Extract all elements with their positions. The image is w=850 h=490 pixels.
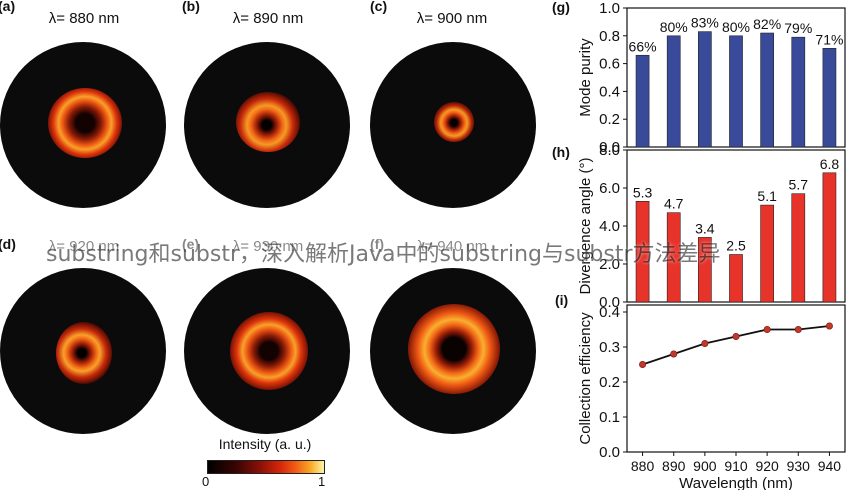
data-label-g-920: 82% (753, 16, 781, 32)
beam-disc-c (370, 42, 536, 208)
point-i-940 (825, 322, 833, 330)
beam-disc-d (0, 268, 166, 434)
panel-letter-b: (b) (182, 0, 200, 14)
point-i-930 (794, 325, 802, 333)
bar-h-940 (822, 172, 837, 303)
data-label-g-940: 71% (815, 31, 843, 47)
y-tick-label-g-0: 0.0 (599, 139, 620, 156)
bar-h-890 (666, 212, 681, 303)
data-label-g-900: 83% (691, 15, 719, 31)
data-label-g-880: 66% (629, 38, 657, 54)
panel-letter-c: (c) (370, 0, 388, 14)
y-tick-label-h-2: 4.0 (599, 218, 620, 235)
panel-letter-f: (f) (370, 236, 384, 252)
beam-disc-f (370, 268, 536, 434)
donut-beam-f (408, 304, 500, 394)
bar-g-890 (666, 35, 681, 148)
bar-g-880 (635, 54, 650, 148)
data-label-g-890: 80% (660, 19, 688, 35)
donut-beam-a (48, 88, 122, 158)
x-tick-label-i-6: 940 (818, 458, 842, 474)
point-i-920 (763, 325, 771, 333)
y-tick-label-h-3: 6.0 (599, 180, 620, 197)
panel-letter-d: (d) (0, 236, 16, 252)
colorbar-title: Intensity (a. u.) (218, 436, 312, 452)
panel-letter-a: (a) (0, 0, 16, 14)
y-tick-label-i-0: 0.0 (599, 444, 620, 461)
bar-h-880 (635, 201, 650, 303)
beam-title-e: λ= 930 nm (232, 238, 304, 255)
donut-beam-e (230, 312, 308, 390)
y-tick-label-i-3: 0.3 (599, 339, 620, 356)
beam-title-f: λ= 940 nm (416, 238, 488, 255)
series-line-i (642, 325, 830, 366)
x-axis-label-i: Wavelength (nm) (679, 475, 793, 490)
bar-g-910 (729, 35, 743, 148)
donut-beam-b (236, 92, 300, 152)
y-tick-label-g-2: 0.4 (599, 83, 620, 100)
bar-g-930 (791, 36, 806, 148)
point-i-910 (732, 332, 740, 340)
data-label-h-890: 4.7 (664, 196, 684, 212)
colorbar-max-label: 1 (318, 474, 326, 489)
x-tick-label-i-4: 920 (755, 458, 779, 474)
data-label-h-940: 6.8 (820, 156, 840, 172)
y-tick-label-i-4: 0.4 (599, 304, 620, 321)
point-i-900 (701, 339, 709, 347)
y-tick-label-h-4: 8.0 (599, 142, 620, 159)
beam-title-a: λ= 880 nm (48, 10, 120, 27)
panel-letter-e: (e) (182, 236, 200, 252)
donut-beam-c (434, 102, 474, 142)
x-tick-label-i-3: 910 (724, 458, 748, 474)
colorbar-gradient (207, 460, 325, 474)
y-tick-label-i-1: 0.1 (599, 409, 620, 426)
point-i-890 (670, 350, 678, 358)
data-label-h-910: 2.5 (726, 238, 746, 254)
bar-h-910 (729, 254, 743, 303)
panel-letter-h: (h) (552, 144, 570, 160)
panel-letter-g: (g) (552, 0, 570, 15)
y-tick-label-i-2: 0.2 (599, 374, 620, 391)
bar-g-920 (760, 32, 774, 148)
x-tick-label-i-5: 930 (787, 458, 811, 474)
data-label-h-930: 5.7 (789, 177, 809, 193)
donut-beam-d (56, 322, 112, 384)
data-label-g-930: 79% (784, 20, 812, 36)
beam-disc-b (184, 42, 350, 208)
y-tick-label-g-5: 1.0 (599, 0, 620, 17)
beam-title-b: λ= 890 nm (232, 10, 304, 27)
y-tick-label-g-3: 0.6 (599, 56, 620, 73)
y-tick-label-g-4: 0.8 (599, 28, 620, 45)
x-tick-label-i-2: 900 (693, 458, 717, 474)
data-label-h-900: 3.4 (695, 220, 715, 236)
data-label-h-880: 5.3 (633, 184, 653, 200)
beam-disc-a (0, 42, 166, 208)
data-label-h-920: 5.1 (757, 188, 777, 204)
data-label-g-910: 80% (722, 19, 750, 35)
beam-title-c: λ= 900 nm (416, 10, 488, 27)
bar-h-930 (791, 193, 806, 303)
bar-h-920 (760, 204, 774, 303)
x-tick-label-i-0: 880 (631, 458, 655, 474)
y-axis-label-i: Collection efficiency (577, 312, 594, 445)
beam-disc-e (184, 268, 350, 434)
y-tick-label-h-1: 2.0 (599, 256, 620, 273)
y-tick-label-g-1: 0.2 (599, 111, 620, 128)
bar-g-900 (698, 31, 712, 148)
y-tick-label-h-0: 0.0 (599, 294, 620, 311)
beam-title-d: λ= 920 nm (48, 238, 120, 255)
y-axis-label-g: Mode purity (577, 38, 594, 117)
point-i-880 (639, 360, 647, 368)
x-tick-label-i-1: 890 (662, 458, 686, 474)
bar-h-900 (698, 237, 712, 303)
bar-g-940 (822, 48, 837, 148)
colorbar-min-label: 0 (202, 474, 210, 489)
overlay-watermark-text: substring和substr，深入解析Java中的substring与sub… (46, 242, 721, 267)
y-axis-label-h: Divergence angle (°) (577, 158, 594, 295)
panel-letter-i: (i) (555, 292, 568, 308)
